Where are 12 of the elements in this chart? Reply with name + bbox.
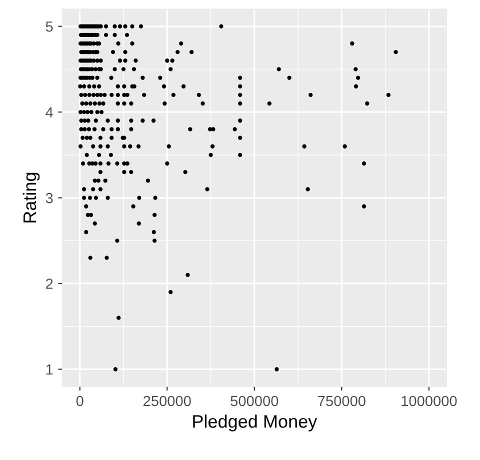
y-tick-label: 1 [46, 364, 53, 375]
x-tick-label: 250000 [144, 396, 191, 406]
y-axis-title: Rating [22, 172, 40, 222]
y-tick-label: 3 [46, 192, 53, 204]
y-tick-label: 5 [46, 22, 53, 32]
y-tick-label: 2 [46, 278, 53, 289]
x-tick-label: 500000 [230, 396, 278, 406]
x-tick-label: 750000 [318, 396, 366, 406]
y-tick-label: 4 [46, 107, 53, 118]
x-tick-label: 0 [76, 396, 84, 406]
x-tick-label: 1000000 [402, 396, 457, 406]
x-axis-title: Pledged Money [193, 414, 318, 432]
